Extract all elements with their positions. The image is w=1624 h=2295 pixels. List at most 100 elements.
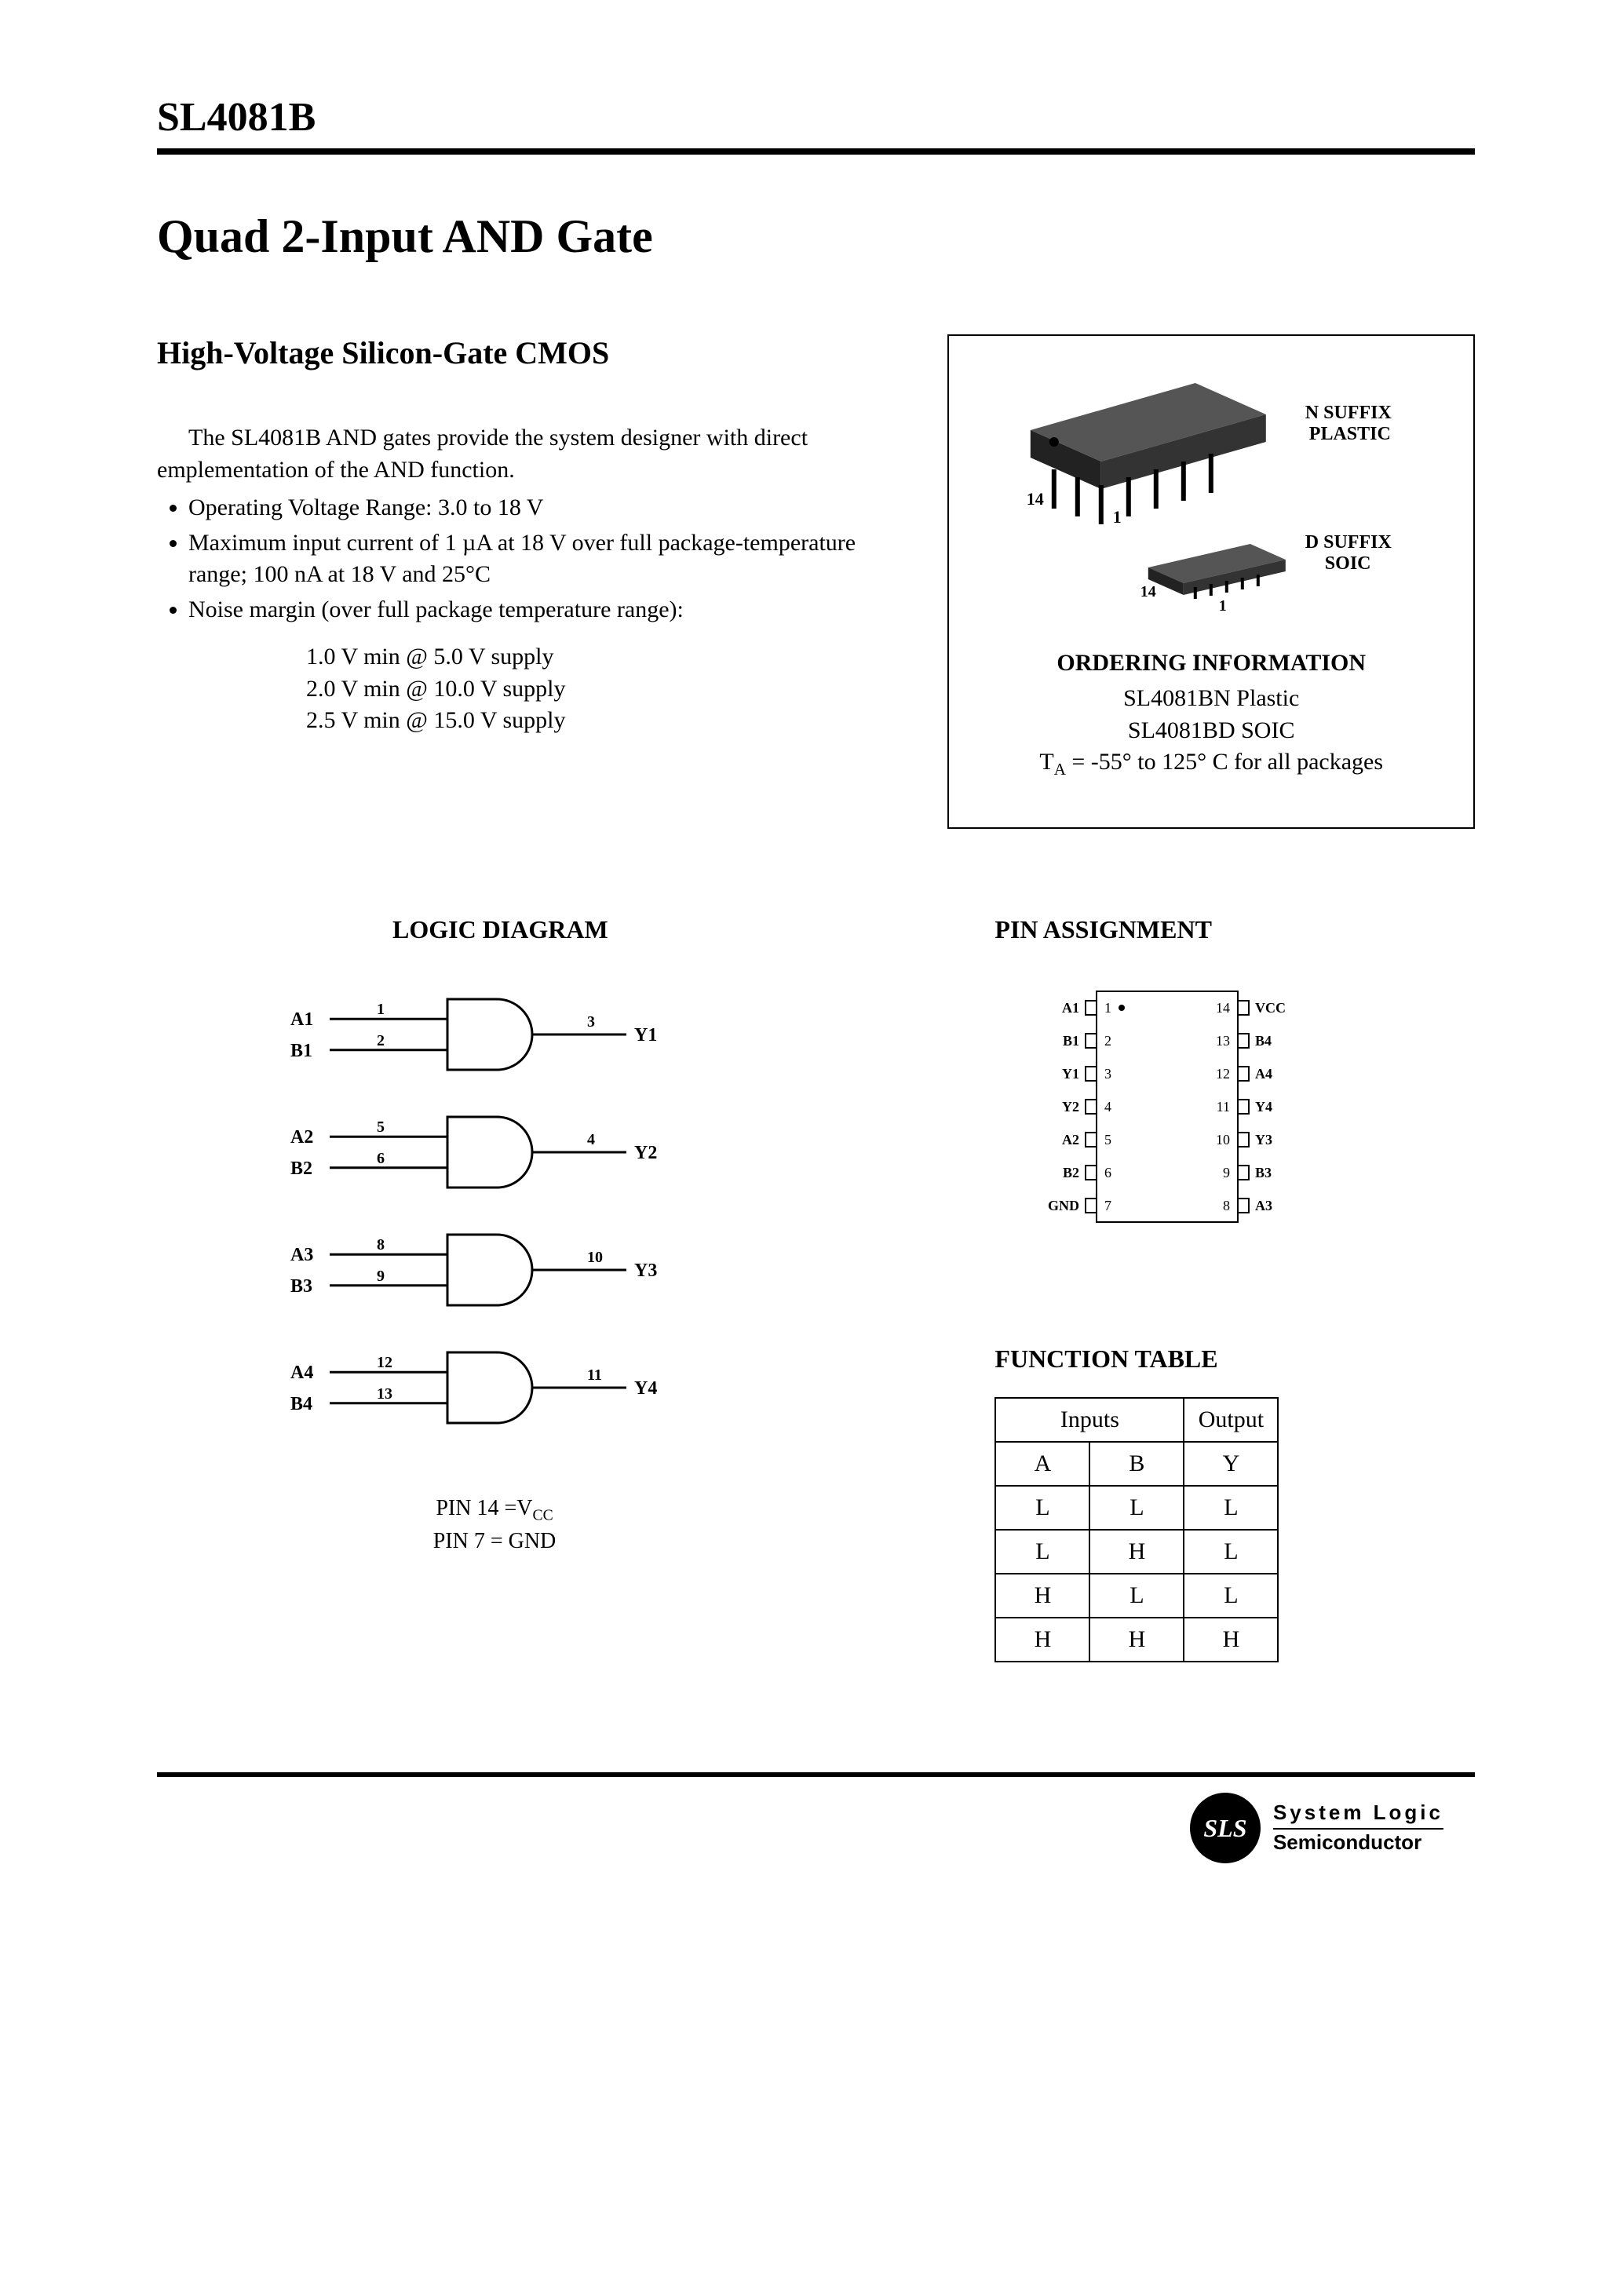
dip-package-icon: 14 1 — [1027, 383, 1266, 527]
header-rule — [157, 148, 1475, 155]
svg-text:14: 14 — [1140, 583, 1156, 600]
n-suffix-label2: PLASTIC — [1309, 424, 1391, 444]
sls-logo-icon: SLS — [1190, 1793, 1261, 1863]
svg-text:13: 13 — [1216, 1033, 1230, 1049]
ftable-col: B — [1089, 1442, 1184, 1486]
svg-text:8: 8 — [1223, 1198, 1230, 1213]
d-suffix-label2: SOIC — [1325, 553, 1371, 574]
svg-text:1: 1 — [1113, 507, 1122, 527]
ordering-info-line: SL4081BN Plastic — [965, 683, 1458, 715]
svg-text:B2: B2 — [1063, 1165, 1079, 1180]
svg-text:B3: B3 — [1255, 1165, 1272, 1180]
ftable-col: A — [995, 1442, 1089, 1486]
svg-text:14: 14 — [1216, 1000, 1230, 1016]
svg-text:A2: A2 — [290, 1127, 313, 1148]
footer-rule — [157, 1772, 1475, 1777]
noise-margin-values: 1.0 V min @ 5.0 V supply 2.0 V min @ 10.… — [306, 641, 900, 737]
ftable-header-inputs: Inputs — [995, 1398, 1184, 1442]
svg-text:1: 1 — [1104, 1000, 1111, 1016]
svg-text:2: 2 — [377, 1032, 385, 1049]
svg-text:1: 1 — [1219, 597, 1227, 615]
ordering-info-line: SL4081BD SOIC — [965, 715, 1458, 747]
svg-text:A3: A3 — [1255, 1198, 1272, 1213]
ftable-cell: H — [1089, 1618, 1184, 1662]
svg-text:12: 12 — [377, 1354, 392, 1371]
svg-text:A1: A1 — [290, 1009, 313, 1030]
svg-text:6: 6 — [377, 1150, 385, 1167]
svg-text:13: 13 — [377, 1385, 392, 1403]
ordering-info-title: ORDERING INFORMATION — [965, 650, 1458, 677]
ftable-cell: H — [1089, 1530, 1184, 1574]
svg-text:14: 14 — [1027, 489, 1044, 509]
svg-text:Y3: Y3 — [634, 1261, 657, 1281]
svg-text:8: 8 — [377, 1236, 385, 1253]
svg-text:4: 4 — [1104, 1099, 1111, 1115]
ftable-cell: L — [995, 1486, 1089, 1530]
svg-text:GND: GND — [1048, 1198, 1079, 1213]
svg-text:7: 7 — [1104, 1198, 1111, 1213]
svg-text:Y1: Y1 — [634, 1025, 657, 1045]
svg-text:Y1: Y1 — [1062, 1066, 1079, 1082]
pin-assignment-diagram: A11VCC14B12B413Y13A412Y24Y411A25Y310B26B… — [994, 968, 1324, 1250]
ftable-cell: L — [1184, 1530, 1278, 1574]
svg-text:Y4: Y4 — [1255, 1099, 1272, 1115]
function-table: Inputs Output A B Y LLLLHLHLLHHH — [994, 1397, 1279, 1662]
ftable-cell: L — [1089, 1486, 1184, 1530]
noise-margin-line: 2.0 V min @ 10.0 V supply — [306, 673, 900, 706]
noise-margin-line: 2.5 V min @ 15.0 V supply — [306, 705, 900, 737]
subtitle: High-Voltage Silicon-Gate CMOS — [157, 334, 900, 371]
svg-text:B1: B1 — [1063, 1033, 1079, 1049]
ftable-cell: H — [995, 1618, 1089, 1662]
d-suffix-label: D SUFFIX — [1305, 532, 1392, 553]
svg-text:3: 3 — [1104, 1066, 1111, 1082]
svg-text:11: 11 — [587, 1366, 602, 1384]
feature-list: Operating Voltage Range: 3.0 to 18 V Max… — [188, 492, 900, 626]
n-suffix-label: N SUFFIX — [1305, 403, 1392, 423]
ftable-col: Y — [1184, 1442, 1278, 1486]
svg-text:Y3: Y3 — [1255, 1132, 1272, 1148]
feature-item: Operating Voltage Range: 3.0 to 18 V — [188, 492, 900, 524]
logic-diagram-heading: LOGIC DIAGRAM — [392, 915, 900, 944]
svg-text:10: 10 — [1216, 1132, 1230, 1148]
svg-text:VCC: VCC — [1255, 1000, 1286, 1016]
svg-text:B2: B2 — [290, 1158, 312, 1179]
svg-text:B1: B1 — [290, 1041, 312, 1061]
ordering-info-temp: TA = -55° to 125° C for all packages — [965, 746, 1458, 780]
svg-text:A2: A2 — [1062, 1132, 1079, 1148]
svg-text:A1: A1 — [1062, 1000, 1079, 1016]
svg-text:3: 3 — [587, 1013, 595, 1031]
svg-text:5: 5 — [1104, 1132, 1111, 1148]
pin-notes: PIN 14 =VCC PIN 7 = GND — [243, 1494, 746, 1556]
svg-text:A4: A4 — [1255, 1066, 1272, 1082]
svg-text:9: 9 — [1223, 1165, 1230, 1180]
ftable-cell: L — [1184, 1574, 1278, 1618]
svg-text:B4: B4 — [290, 1394, 312, 1414]
sls-company-name: System Logic Semiconductor — [1273, 1800, 1443, 1856]
svg-text:Y2: Y2 — [1062, 1099, 1079, 1115]
feature-item: Maximum input current of 1 µA at 18 V ov… — [188, 527, 900, 591]
svg-text:Y4: Y4 — [634, 1378, 657, 1399]
soic-package-icon: 14 1 — [1140, 544, 1286, 615]
svg-text:A4: A4 — [290, 1363, 313, 1383]
svg-text:B4: B4 — [1255, 1033, 1272, 1049]
ftable-cell: H — [1184, 1618, 1278, 1662]
ftable-cell: L — [1184, 1486, 1278, 1530]
logic-diagram: A1B1Y1123A2B2Y2564A3B3Y38910A4B4Y4121311 — [243, 968, 746, 1462]
ftable-header-output: Output — [1184, 1398, 1278, 1442]
svg-text:1: 1 — [377, 1001, 385, 1018]
ftable-cell: H — [995, 1574, 1089, 1618]
svg-text:12: 12 — [1216, 1066, 1230, 1082]
package-graphics: 14 1 N SUFFIX PLASTIC — [965, 352, 1458, 618]
svg-text:11: 11 — [1217, 1099, 1230, 1115]
description-text: The SL4081B AND gates provide the system… — [157, 422, 900, 486]
ftable-cell: L — [995, 1530, 1089, 1574]
part-number: SL4081B — [157, 94, 1475, 140]
svg-text:4: 4 — [587, 1131, 595, 1148]
svg-text:10: 10 — [587, 1249, 603, 1266]
svg-text:5: 5 — [377, 1118, 385, 1136]
ftable-cell: L — [1089, 1574, 1184, 1618]
ordering-info-box: 14 1 N SUFFIX PLASTIC — [947, 334, 1475, 829]
pin-assignment-heading: PIN ASSIGNMENT — [994, 915, 1475, 944]
noise-margin-line: 1.0 V min @ 5.0 V supply — [306, 641, 900, 673]
function-table-heading: FUNCTION TABLE — [994, 1345, 1475, 1374]
